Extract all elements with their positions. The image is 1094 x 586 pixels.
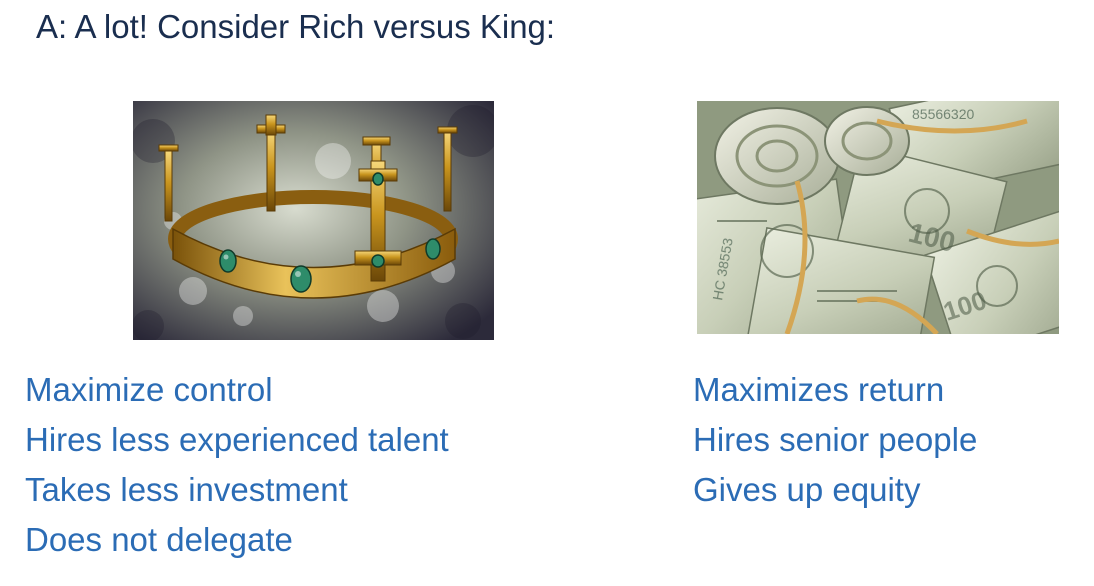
list-item: Hires less experienced talent bbox=[25, 421, 449, 458]
king-traits-list: Maximize control Hires less experienced … bbox=[25, 365, 449, 565]
slide-heading: A: A lot! Consider Rich versus King: bbox=[36, 8, 556, 45]
svg-text:85566320: 85566320 bbox=[912, 106, 975, 122]
rich-traits-list: Maximizes return Hires senior people Giv… bbox=[693, 365, 977, 515]
crown-icon bbox=[133, 101, 494, 340]
list-item: Takes less investment bbox=[25, 471, 348, 508]
list-item: Hires senior people bbox=[693, 421, 978, 458]
list-item: Gives up equity bbox=[693, 471, 921, 508]
list-item: Does not delegate bbox=[25, 521, 293, 558]
money-image: 100 100 85566320 HC 38553 bbox=[697, 101, 1059, 334]
money-rolls-icon: 100 100 85566320 HC 38553 bbox=[697, 101, 1059, 334]
list-item: Maximize control bbox=[25, 371, 273, 408]
crown-image bbox=[133, 101, 494, 340]
list-item: Maximizes return bbox=[693, 371, 945, 408]
